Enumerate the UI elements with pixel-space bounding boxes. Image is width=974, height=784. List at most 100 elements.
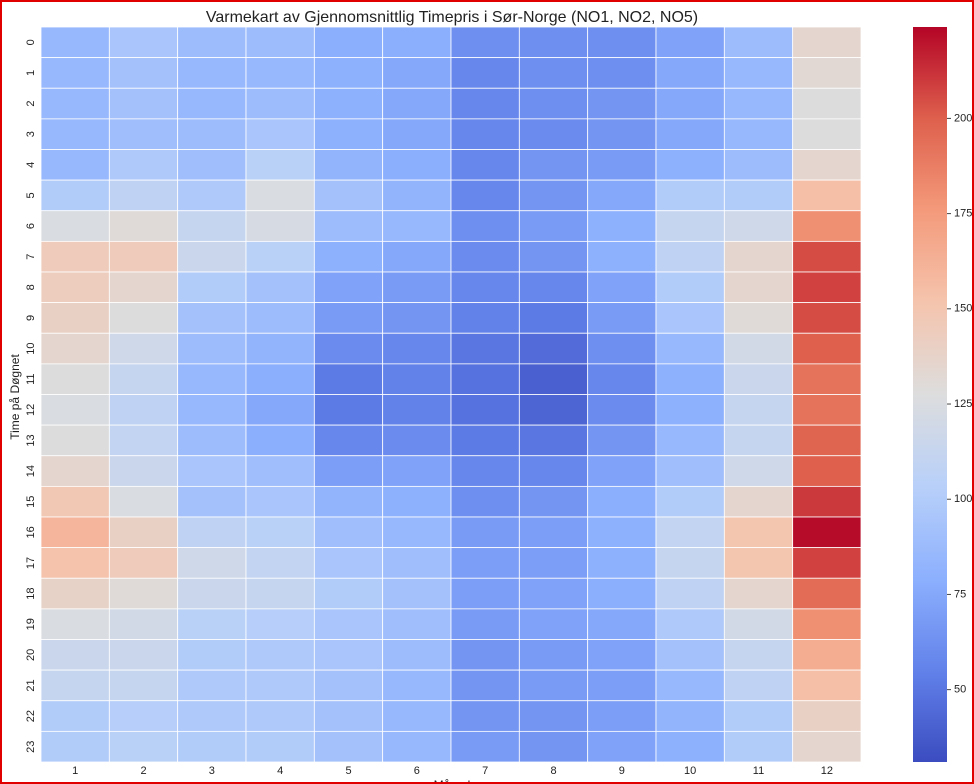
heatmap-cell: [108, 149, 179, 181]
heatmap-cell: [313, 700, 384, 732]
heatmap-cell: [177, 179, 247, 212]
heatmap-cell: [792, 302, 862, 334]
heatmap-cell: [723, 57, 794, 89]
heatmap-cell: [40, 730, 110, 763]
heatmap-cell: [723, 271, 794, 304]
y-tick-label: 22: [25, 710, 37, 722]
heatmap-cell: [177, 302, 247, 334]
heatmap-cell: [108, 57, 179, 89]
heatmap-cell: [723, 424, 794, 457]
heatmap-cell: [245, 455, 315, 487]
heatmap-cell: [587, 302, 657, 334]
heatmap-cell: [587, 700, 657, 732]
heatmap-cell: [313, 240, 384, 273]
heatmap-cell: [40, 577, 110, 610]
heatmap-cell: [655, 669, 725, 702]
heatmap-cell: [40, 57, 110, 89]
heatmap-cell: [587, 730, 657, 763]
heatmap-cell: [382, 332, 452, 365]
heatmap-cell: [450, 669, 520, 702]
heatmap-cell: [108, 179, 179, 212]
heatmap-cell: [587, 639, 657, 671]
heatmap-cell: [313, 577, 384, 610]
heatmap-cell: [450, 363, 520, 395]
heatmap-cell: [382, 455, 452, 487]
heatmap-cell: [450, 700, 520, 732]
heatmap-cell: [655, 149, 725, 181]
y-tick-label: 3: [25, 131, 37, 137]
heatmap-cell: [177, 57, 247, 89]
heatmap-cell: [450, 485, 520, 518]
heatmap-cell: [450, 455, 520, 487]
heatmap-cell: [313, 57, 384, 89]
heatmap-cell: [40, 149, 110, 181]
heatmap-cell: [382, 26, 452, 59]
heatmap-cell: [177, 424, 247, 457]
heatmap-cell: [313, 516, 384, 549]
y-tick-label: 20: [25, 649, 37, 661]
heatmap-cell: [245, 332, 315, 365]
heatmap-cell: [655, 210, 725, 242]
y-tick-label: 4: [25, 162, 37, 168]
heatmap-cell: [313, 302, 384, 334]
heatmap-cell: [382, 210, 452, 242]
heatmap-cell: [313, 271, 384, 304]
x-tick-label: 2: [140, 765, 146, 777]
heatmap-cell: [450, 730, 520, 763]
heatmap-cell: [108, 26, 179, 59]
heatmap-cell: [245, 669, 315, 702]
heatmap-cell: [655, 271, 725, 304]
heatmap-cell: [108, 608, 179, 640]
heatmap-cell: [587, 516, 657, 549]
heatmap-cell: [245, 577, 315, 610]
heatmap-cell: [587, 363, 657, 395]
heatmap-cell: [518, 639, 589, 671]
heatmap-cell: [450, 547, 520, 579]
x-tick-label: 3: [209, 765, 215, 777]
heatmap-cell: [245, 302, 315, 334]
colorbar: [913, 27, 947, 762]
heatmap-cell: [518, 516, 589, 549]
heatmap-cell: [177, 26, 247, 59]
heatmap-cell: [450, 424, 520, 457]
heatmap-cell: [655, 547, 725, 579]
y-tick-label: 14: [25, 465, 37, 477]
heatmap-cell: [792, 455, 862, 487]
heatmap-cell: [655, 700, 725, 732]
heatmap-cell: [245, 516, 315, 549]
heatmap-cell: [177, 577, 247, 610]
heatmap-cell: [108, 577, 179, 610]
y-axis-label: Time på Døgnet: [8, 354, 22, 440]
x-axis-label: Måned: [434, 778, 471, 782]
heatmap-cell: [723, 547, 794, 579]
heatmap-cell: [792, 57, 862, 89]
colorbar-tick-label: 175: [954, 208, 972, 220]
heatmap-cell: [40, 516, 110, 549]
heatmap-cell: [382, 669, 452, 702]
x-tick-label: 5: [345, 765, 351, 777]
y-tick-label: 18: [25, 587, 37, 599]
colorbar-tick-label: 100: [954, 493, 972, 505]
heatmap-cell: [518, 455, 589, 487]
heatmap-cell: [792, 26, 862, 59]
y-tick-label: 12: [25, 404, 37, 416]
heatmap-cell: [245, 424, 315, 457]
heatmap-cell: [792, 577, 862, 610]
heatmap-cell: [177, 639, 247, 671]
heatmap-cell: [723, 87, 794, 120]
heatmap-cell: [382, 700, 452, 732]
heatmap-cell: [40, 332, 110, 365]
heatmap-cell: [245, 485, 315, 518]
heatmap-cell: [245, 87, 315, 120]
heatmap-cell: [108, 302, 179, 334]
heatmap-cell: [245, 700, 315, 732]
heatmap-cell: [245, 118, 315, 150]
heatmap-cell: [518, 669, 589, 702]
heatmap-cell: [587, 149, 657, 181]
heatmap-cell: [450, 118, 520, 150]
heatmap-cell: [655, 118, 725, 150]
heatmap-cell: [40, 547, 110, 579]
heatmap-cell: [382, 547, 452, 579]
